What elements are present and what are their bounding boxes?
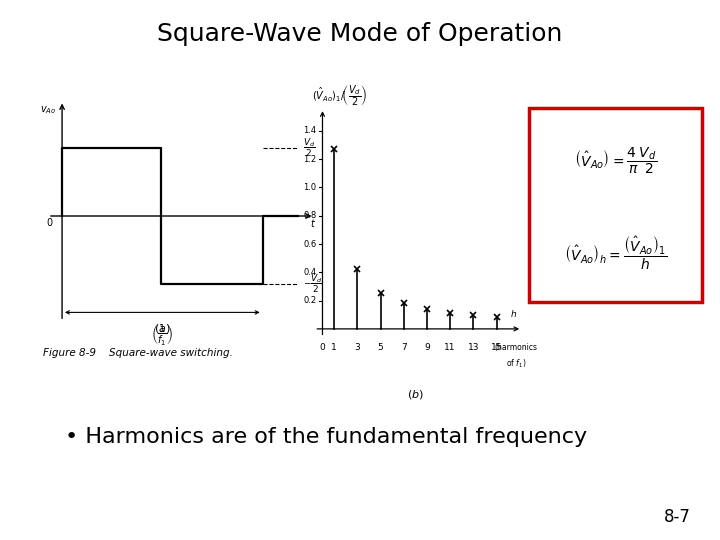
Text: Figure 8-9    Square-wave switching.: Figure 8-9 Square-wave switching. [43, 348, 233, 359]
Text: 5: 5 [378, 343, 383, 352]
Text: $\left(\hat{V}_{Ao}\right) = \dfrac{4\;V_d}{\pi\;\;2}$: $\left(\hat{V}_{Ao}\right) = \dfrac{4\;V… [574, 145, 657, 176]
Text: 1.2: 1.2 [304, 154, 317, 164]
Text: $(a)$: $(a)$ [154, 322, 171, 335]
Text: 1.0: 1.0 [304, 183, 317, 192]
Text: 9: 9 [424, 343, 430, 352]
Text: Square-Wave Mode of Operation: Square-Wave Mode of Operation [157, 22, 563, 45]
Text: $\left(\dfrac{1}{f_1}\right)$: $\left(\dfrac{1}{f_1}\right)$ [151, 323, 174, 348]
Text: 0: 0 [47, 218, 53, 228]
Text: 3: 3 [354, 343, 360, 352]
Text: 0.8: 0.8 [303, 211, 317, 220]
Text: $(\hat{V}_{Ao})_1/\!\left(\dfrac{V_d}{2}\right)$: $(\hat{V}_{Ao})_1/\!\left(\dfrac{V_d}{2}… [312, 83, 367, 108]
Text: $\dfrac{V_d}{2}$: $\dfrac{V_d}{2}$ [302, 137, 315, 159]
Text: 1.4: 1.4 [304, 126, 317, 136]
Text: 0: 0 [320, 343, 325, 352]
Text: 1: 1 [331, 343, 337, 352]
Text: 0.2: 0.2 [304, 296, 317, 305]
Text: 11: 11 [444, 343, 456, 352]
Text: $t$: $t$ [310, 217, 316, 229]
Text: 8-7: 8-7 [665, 509, 691, 526]
Text: $(b)$: $(b)$ [407, 388, 424, 401]
Text: $v_{Ao}$: $v_{Ao}$ [40, 104, 56, 116]
Text: $\left(\hat{V}_{Ao}\right)_h = \dfrac{\left(\hat{V}_{Ao}\right)_1}{h}$: $\left(\hat{V}_{Ao}\right)_h = \dfrac{\l… [564, 235, 667, 273]
Text: $h$: $h$ [510, 308, 518, 319]
Text: (harmonics: (harmonics [495, 343, 538, 352]
Text: 13: 13 [467, 343, 479, 352]
Text: • Harmonics are of the fundamental frequency: • Harmonics are of the fundamental frequ… [65, 427, 587, 447]
Text: 7: 7 [401, 343, 407, 352]
Text: 0.6: 0.6 [303, 240, 317, 248]
Text: of $f_1$): of $f_1$) [506, 357, 526, 370]
Text: $-\dfrac{V_d}{2}$: $-\dfrac{V_d}{2}$ [302, 273, 323, 295]
Text: 15: 15 [491, 343, 503, 352]
Text: 0.4: 0.4 [304, 268, 317, 277]
